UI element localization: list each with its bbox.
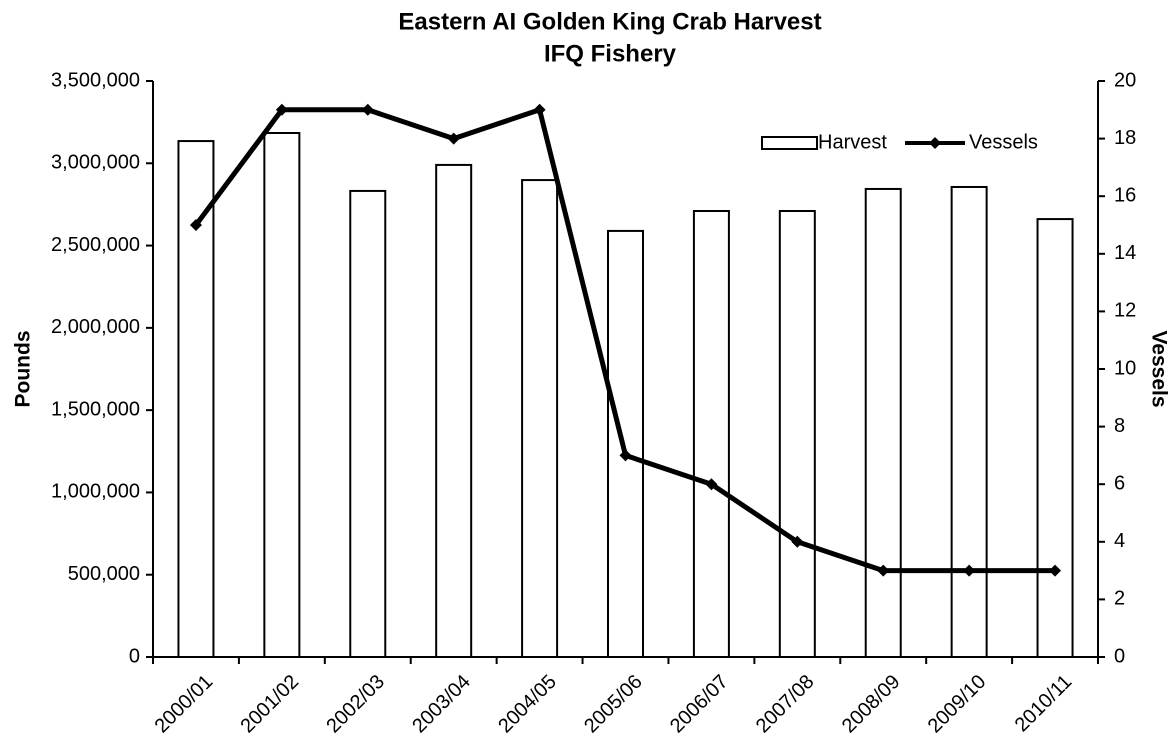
x-tick-label: 2004/05 [494, 671, 561, 738]
y2-tick-label: 0 [1114, 645, 1125, 667]
y-tick-label: 1,500,000 [51, 398, 140, 420]
y2-tick-label: 12 [1114, 300, 1136, 322]
x-tick-label: 2006/07 [666, 671, 733, 738]
legend-swatch [761, 136, 818, 150]
bar [177, 140, 215, 659]
marker [533, 103, 546, 116]
y2-tick-label: 20 [1114, 69, 1136, 91]
y2-tick-label: 2 [1114, 588, 1125, 610]
marker [963, 564, 976, 577]
marker [877, 564, 890, 577]
bar [778, 210, 816, 659]
marker [447, 132, 460, 145]
bar [1036, 218, 1074, 658]
y-axis-label: Pounds [12, 331, 35, 408]
bar [950, 185, 988, 658]
chart-subtitle: IFQ Fishery [544, 40, 677, 67]
y-tick-label: 500,000 [68, 563, 140, 585]
y2-axis-label: Vessels [1147, 330, 1170, 407]
x-tick-label: 2005/06 [580, 671, 647, 738]
marker [705, 478, 718, 491]
bar [692, 210, 730, 659]
y-tick-label: 2,500,000 [51, 234, 140, 256]
legend-label: Vessels [969, 131, 1038, 153]
y2-tick-label: 18 [1114, 127, 1136, 149]
x-tick-label: 2010/11 [1011, 671, 1077, 737]
y2-tick-label: 10 [1114, 357, 1136, 379]
y2-tick-label: 4 [1114, 530, 1125, 552]
marker [275, 103, 288, 116]
y-tick-label: 3,000,000 [51, 152, 140, 174]
bar [521, 179, 559, 659]
bar [435, 163, 473, 658]
y2-tick-label: 6 [1114, 472, 1125, 494]
marker [791, 535, 804, 548]
y-tick-label: 1,000,000 [51, 481, 140, 503]
marker [619, 449, 632, 462]
x-tick-label: 2003/04 [408, 671, 475, 738]
bar [263, 132, 301, 658]
y-tick-label: 3,500,000 [51, 69, 140, 91]
chart-title: Eastern AI Golden King Crab Harvest [398, 8, 821, 35]
marker [189, 219, 202, 231]
legend-marker [929, 137, 941, 149]
bar [607, 229, 644, 659]
x-tick-label: 2000/01 [151, 671, 218, 738]
x-tick-label: 2008/09 [838, 671, 905, 738]
x-tick-label: 2001/02 [236, 671, 303, 738]
bar [864, 187, 902, 658]
y-tick-label: 2,000,000 [51, 316, 140, 338]
y2-tick-label: 16 [1114, 184, 1136, 206]
legend-label: Harvest [818, 131, 887, 153]
y2-tick-label: 8 [1114, 415, 1125, 437]
y2-tick-label: 14 [1114, 242, 1136, 264]
x-tick-label: 2007/08 [752, 671, 819, 738]
bar [349, 189, 387, 658]
x-tick-label: 2009/10 [924, 671, 991, 738]
y-tick-label: 0 [129, 645, 140, 667]
x-tick-label: 2002/03 [322, 671, 389, 738]
marker [1049, 564, 1062, 577]
marker [361, 103, 374, 116]
